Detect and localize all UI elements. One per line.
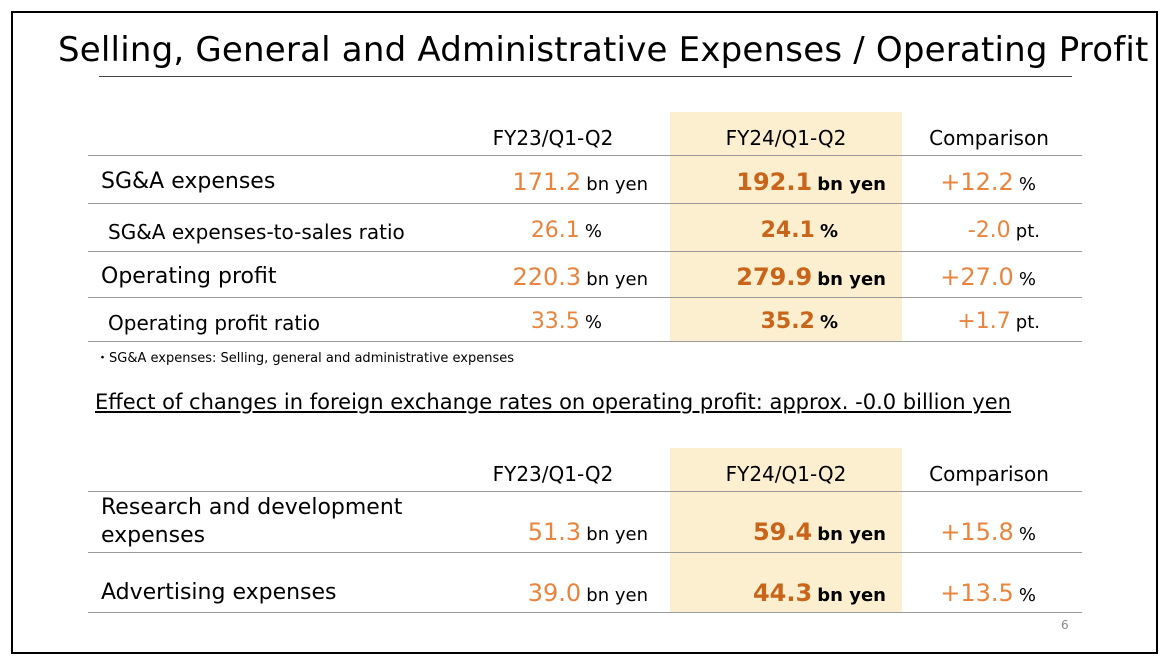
unit: % [819, 221, 838, 242]
unit: bn yen [817, 174, 886, 195]
rnd-fy23: 51.3 bn yen [528, 518, 648, 546]
unit: % [584, 312, 602, 333]
unit: % [584, 221, 602, 242]
row-label-advertising: Advertising expenses [101, 580, 337, 605]
unit: bn yen [586, 585, 648, 606]
row-label-operating-profit: Operating profit [101, 264, 277, 289]
value: 33.5 [530, 309, 580, 334]
sga-expenses-comparison: +12.2 % [940, 168, 1036, 196]
sga-ratio-comparison: -2.0 pt. [968, 218, 1040, 243]
value: -2.0 [967, 218, 1011, 243]
footnote: ・SG&A expenses: Selling, general and adm… [96, 351, 515, 366]
table2-header-comparison: Comparison [929, 462, 1049, 486]
value: +27.0 [940, 263, 1014, 291]
unit: bn yen [586, 269, 648, 290]
unit: pt. [1015, 312, 1040, 333]
unit: bn yen [586, 174, 648, 195]
value: 26.1 [530, 218, 580, 243]
table2-header-fy23: FY23/Q1-Q2 [492, 462, 614, 486]
table2-header-fy24: FY24/Q1-Q2 [725, 462, 847, 486]
unit: pt. [1015, 221, 1040, 242]
value: +1.7 [957, 309, 1011, 334]
table1-rule [88, 341, 1082, 342]
value: +15.8 [940, 518, 1014, 546]
row-label-operating-profit-ratio: Operating profit ratio [108, 311, 320, 335]
value: +13.5 [940, 579, 1014, 607]
operating-profit-fy24: 279.9 bn yen [736, 263, 886, 291]
title-underline [99, 76, 1072, 77]
table2-rule [88, 612, 1082, 613]
sga-expenses-fy23: 171.2 bn yen [512, 168, 648, 196]
advertising-fy23: 39.0 bn yen [528, 579, 648, 607]
value: 279.9 [736, 263, 813, 291]
table1-header-fy23: FY23/Q1-Q2 [492, 126, 614, 150]
value: 51.3 [527, 518, 582, 546]
unit: % [1018, 524, 1036, 545]
sga-ratio-fy23: 26.1 % [531, 218, 602, 243]
value: 192.1 [736, 168, 813, 196]
table1-rule [88, 297, 1082, 298]
table2-rule [88, 552, 1082, 553]
operating-profit-fy23: 220.3 bn yen [512, 263, 648, 291]
value: +12.2 [940, 168, 1014, 196]
table1-header-comparison: Comparison [929, 126, 1049, 150]
table1-header-fy24: FY24/Q1-Q2 [725, 126, 847, 150]
unit: % [1018, 269, 1036, 290]
row-label-sga-ratio: SG&A expenses-to-sales ratio [108, 220, 405, 244]
unit: % [1018, 174, 1036, 195]
value: 39.0 [527, 579, 582, 607]
advertising-comparison: +13.5 % [940, 579, 1036, 607]
unit: bn yen [817, 269, 886, 290]
value: 171.2 [512, 168, 582, 196]
table1-rule [88, 203, 1082, 204]
fy24-highlight-column [670, 112, 902, 342]
page-title: Selling, General and Administrative Expe… [58, 30, 1149, 70]
operating-profit-ratio-fy23: 33.5 % [531, 309, 602, 334]
value: 24.1 [760, 218, 815, 243]
fx-effect-note: Effect of changes in foreign exchange ra… [95, 390, 1011, 414]
sga-ratio-fy24: 24.1 % [761, 218, 838, 243]
sga-expenses-fy24: 192.1 bn yen [736, 168, 886, 196]
operating-profit-ratio-comparison: +1.7 pt. [957, 309, 1040, 334]
operating-profit-comparison: +27.0 % [940, 263, 1036, 291]
value: 44.3 [752, 579, 813, 607]
operating-profit-ratio-fy24: 35.2 % [761, 309, 838, 334]
rnd-comparison: +15.8 % [940, 518, 1036, 546]
value: 220.3 [512, 263, 582, 291]
value: 35.2 [760, 309, 815, 334]
fy24-highlight-column [670, 448, 902, 613]
slide-frame [11, 11, 1158, 654]
row-label-sga-expenses: SG&A expenses [101, 169, 276, 194]
unit: % [819, 312, 838, 333]
table1-rule [88, 251, 1082, 252]
rnd-fy24: 59.4 bn yen [753, 518, 886, 546]
row-label-rnd-line2: expenses [101, 523, 206, 548]
page-number: 6 [1061, 618, 1069, 632]
unit: % [1018, 585, 1036, 606]
unit: bn yen [817, 585, 886, 606]
table2-rule [88, 491, 1082, 492]
row-label-rnd-line1: Research and development [101, 495, 403, 520]
value: 59.4 [752, 518, 813, 546]
advertising-fy24: 44.3 bn yen [753, 579, 886, 607]
unit: bn yen [817, 524, 886, 545]
unit: bn yen [586, 524, 648, 545]
table1-rule [88, 155, 1082, 156]
